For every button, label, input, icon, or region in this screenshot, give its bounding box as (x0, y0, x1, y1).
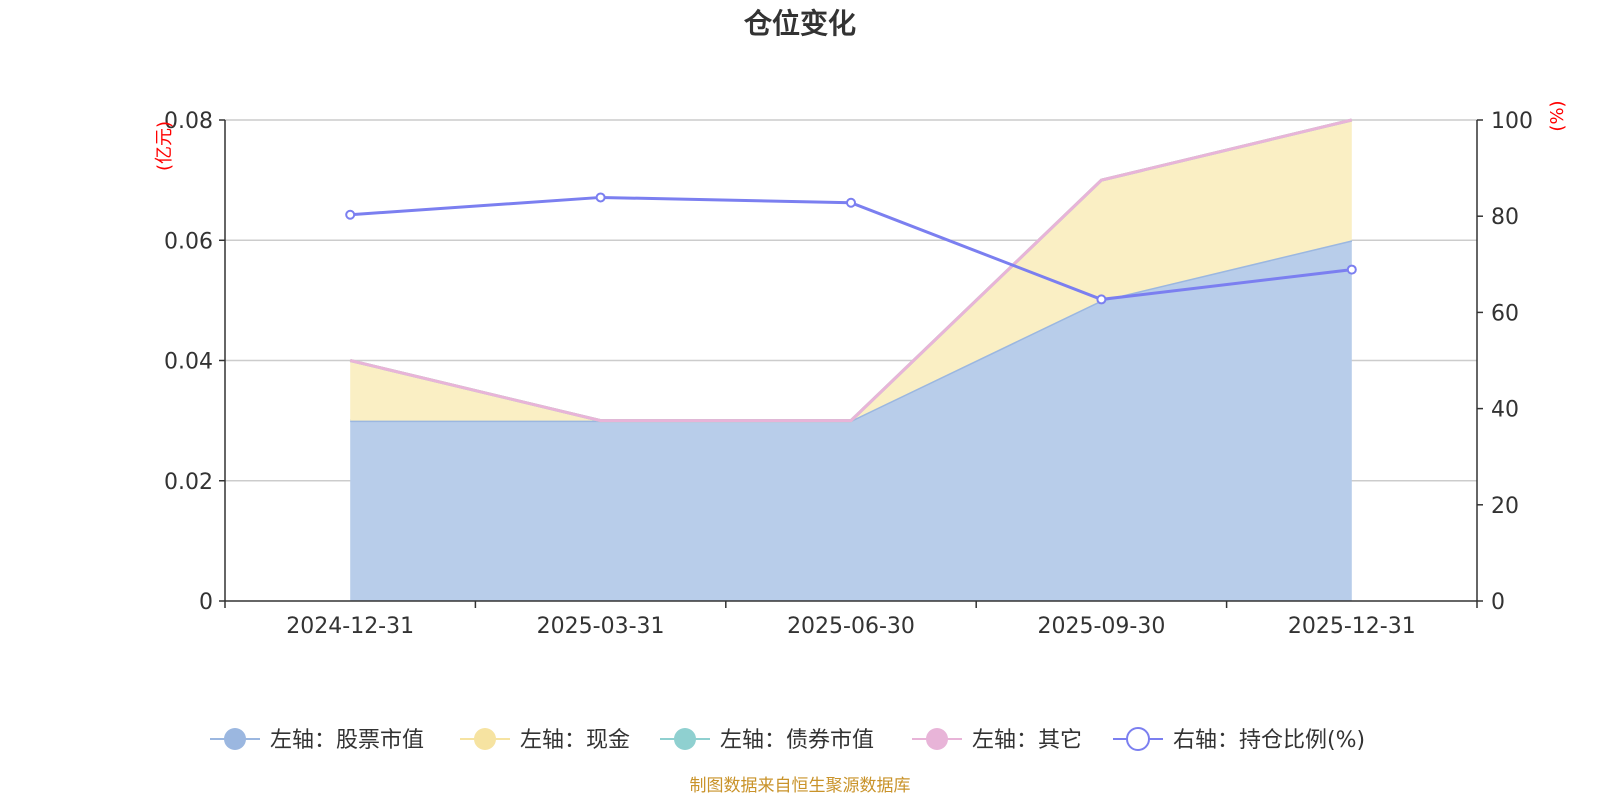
left-tick-label: 0.02 (164, 470, 213, 495)
legend-item: 左轴：债券市值 (660, 728, 874, 753)
legend-label: 左轴：债券市值 (720, 728, 874, 753)
legend-label: 左轴：其它 (972, 728, 1082, 753)
legend-item: 左轴：股票市值 (210, 728, 424, 753)
chart-title: 仓位变化 (744, 7, 856, 40)
ratio-point (1346, 264, 1357, 275)
legend-label: 右轴：持仓比例(%) (1173, 728, 1365, 753)
data-source-note: 制图数据来自恒生聚源数据库 (690, 776, 911, 796)
legend-marker (674, 728, 696, 750)
left-axis-unit: (亿元) (154, 121, 175, 171)
legend-label: 左轴：股票市值 (270, 728, 424, 753)
area-series-1 (350, 120, 1352, 421)
x-tick-label: 2025-06-30 (787, 614, 915, 639)
right-axis-unit: (%) (1547, 100, 1568, 131)
right-tick-label: 20 (1491, 494, 1519, 519)
axes: 0 0.02 0.04 0.06 0.08 0 20 40 60 80 100 2024-12-31 2… (164, 109, 1533, 639)
legend-label: 左轴：现金 (520, 728, 630, 753)
x-tick-label: 2024-12-31 (286, 614, 414, 639)
x-tick-label: 2025-12-31 (1288, 614, 1416, 639)
legend-marker (474, 728, 496, 750)
left-tick-label: 0.08 (164, 109, 213, 134)
legend-item: 左轴：现金 (460, 728, 630, 753)
right-tick-label: 60 (1491, 301, 1519, 326)
area-edge-3 (349, 118, 1353, 423)
legend-item: 左轴：其它 (912, 728, 1082, 753)
left-tick-label: 0 (199, 590, 213, 615)
ratio-point (1096, 294, 1107, 305)
x-tick-label: 2025-09-30 (1037, 614, 1165, 639)
ratio-point (846, 197, 856, 208)
legend-marker (926, 728, 948, 750)
right-tick-label: 0 (1491, 590, 1505, 615)
right-tick-label: 80 (1491, 205, 1519, 230)
legend: 左轴：股票市值 左轴：现金 左轴：债券市值 左轴：其它 右轴：持仓比例(%) (210, 727, 1365, 753)
legend-item: 右轴：持仓比例(%) (1113, 727, 1365, 753)
left-tick-label: 0.06 (164, 229, 213, 254)
legend-marker (224, 728, 246, 750)
right-tick-label: 40 (1491, 398, 1519, 423)
ratio-point (595, 192, 606, 203)
left-tick-label: 0.04 (164, 350, 213, 375)
right-tick-label: 100 (1491, 109, 1533, 134)
stacked-areas (349, 118, 1353, 601)
position-ratio-line (345, 192, 1357, 305)
legend-marker (1126, 727, 1150, 751)
ratio-point (345, 209, 356, 220)
x-tick-label: 2025-03-31 (537, 614, 665, 639)
